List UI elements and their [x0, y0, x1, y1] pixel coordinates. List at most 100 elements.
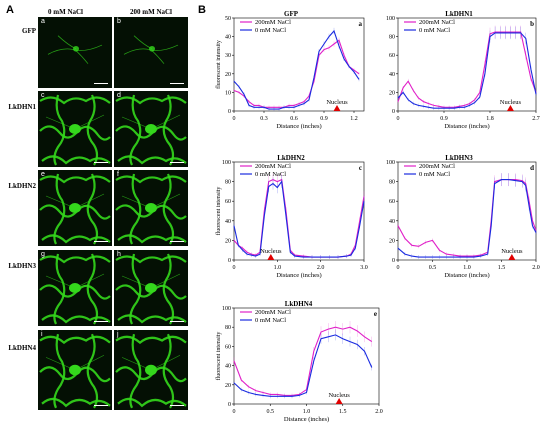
y-tick-label: 40 [225, 35, 231, 41]
x-axis-label: Distance (inches) [276, 123, 321, 130]
chart-title: GFP [284, 10, 299, 18]
chart-letter: e [374, 310, 377, 318]
nucleus-label: Nucleus [500, 99, 522, 106]
chart-letter: a [359, 20, 363, 28]
x-tick-label: 0 [233, 409, 236, 415]
micrograph-image: b [114, 17, 188, 88]
x-tick-label: 1.8 [486, 116, 494, 122]
nucleus-marker [267, 254, 275, 260]
y-tick-label: 20 [225, 72, 231, 78]
x-tick-label: 0.5 [429, 265, 437, 271]
y-tick-label: 60 [389, 53, 395, 59]
col-head-control: 0 mM NaCl [48, 8, 83, 16]
nucleus-marker [333, 105, 341, 111]
y-tick-label: 40 [389, 72, 395, 78]
micrograph-letter: h [117, 251, 121, 258]
y-tick-label: 100 [386, 160, 395, 166]
series-line-control [397, 179, 537, 258]
y-tick-label: 10 [225, 90, 231, 96]
micrograph-letter: j [117, 331, 119, 338]
chart-title: LkDHN2 [277, 154, 305, 162]
micrograph-image: i [38, 330, 112, 410]
x-axis-label: Distance (inches) [276, 272, 321, 279]
nucleus-label: Nucleus [328, 392, 350, 399]
y-tick-label: 80 [389, 180, 395, 186]
chart-title: LkDHN3 [445, 154, 473, 162]
x-tick-label: 1.2 [350, 116, 358, 122]
row-label: LkDHN4 [8, 344, 36, 352]
y-tick-label: 40 [389, 219, 395, 225]
y-tick-label: 60 [225, 199, 231, 205]
line-chart: 0 20 40 60 80 100 0 1.0 2.0 3.0 Distance (inches) f… [214, 152, 374, 282]
scale-bar [170, 162, 184, 163]
x-axis-label: Distance (inches) [444, 123, 489, 130]
y-tick-label: 100 [386, 16, 395, 22]
y-tick-label: 80 [389, 35, 395, 41]
nucleus-label: Nucleus [260, 248, 282, 255]
y-axis-label: fluorescent intensity [215, 332, 222, 381]
micrograph-image: j [114, 330, 188, 410]
micrograph-letter: c [41, 92, 45, 99]
scale-bar [170, 83, 184, 84]
line-chart: 0 20 40 60 80 100 0 0.5 1.0 1.5 2.0 Distance (inche… [378, 152, 546, 282]
y-tick-label: 100 [222, 160, 231, 166]
line-chart: 0 10 20 30 40 50 0 0.3 0.6 0.9 1.2 Distance (inches… [214, 8, 374, 133]
chart-letter: b [530, 20, 534, 28]
series-line-control [233, 180, 365, 258]
x-tick-label: 1.0 [303, 409, 311, 415]
y-tick-label: 100 [222, 306, 231, 312]
micrograph-letter: a [41, 18, 45, 25]
x-tick-label: 0.5 [267, 409, 275, 415]
y-tick-label: 0 [228, 258, 231, 264]
legend-entry: 200mM NaCl [419, 163, 455, 170]
legend-entry: 200mM NaCl [255, 309, 291, 316]
x-tick-label: 2.7 [532, 116, 540, 122]
scale-bar [170, 241, 184, 242]
y-tick-label: 20 [225, 238, 231, 244]
y-tick-label: 0 [228, 109, 231, 115]
y-tick-label: 20 [225, 383, 231, 389]
y-tick-label: 40 [225, 364, 231, 370]
scale-bar [170, 405, 184, 406]
series-line-control [397, 32, 537, 109]
plot-frame [233, 17, 365, 112]
micrograph-letter: e [41, 171, 45, 178]
row-label: LkDHN3 [8, 262, 36, 270]
micrograph-letter: d [117, 92, 121, 99]
series-line-salt [397, 31, 537, 108]
panel-b-label: B [198, 4, 206, 16]
y-tick-label: 80 [225, 180, 231, 186]
line-chart: 0 20 40 60 80 100 0 0.5 1.0 1.5 2.0 Distance (inche… [214, 298, 389, 426]
plot-frame [233, 161, 365, 261]
micrograph-image: g [38, 250, 112, 326]
y-axis-label: fluorescent intensity [215, 187, 222, 236]
panel-a-label: A [6, 4, 14, 16]
x-tick-label: 0 [397, 116, 400, 122]
legend-entry: 0 mM NaCl [255, 171, 286, 178]
x-axis-label: Distance (inches) [284, 416, 329, 423]
micrograph-image: h [114, 250, 188, 326]
scale-bar [94, 321, 108, 322]
scale-bar [94, 241, 108, 242]
micrograph-letter: b [117, 18, 121, 25]
col-head-salt: 200 mM NaCl [130, 8, 172, 16]
x-tick-label: 0.9 [320, 116, 328, 122]
chart-title: LkDHN1 [445, 10, 473, 18]
x-tick-label: 0 [233, 265, 236, 271]
legend-entry: 0 mM NaCl [419, 171, 450, 178]
x-tick-label: 1.5 [498, 265, 506, 271]
scale-bar [94, 162, 108, 163]
series-line-control [233, 29, 360, 110]
x-tick-label: 2.0 [532, 265, 540, 271]
x-tick-label: 0.9 [440, 116, 448, 122]
x-tick-label: 0 [397, 265, 400, 271]
y-tick-label: 20 [389, 90, 395, 96]
nucleus-marker [508, 254, 516, 260]
nucleus-marker [506, 105, 514, 111]
x-axis-label: Distance (inches) [444, 272, 489, 279]
x-tick-label: 3.0 [360, 265, 368, 271]
y-axis-label: fluorescent intensity [215, 40, 222, 89]
x-tick-label: 2.0 [317, 265, 325, 271]
legend-entry: 0 mM NaCl [255, 317, 286, 324]
y-tick-label: 30 [225, 53, 231, 59]
